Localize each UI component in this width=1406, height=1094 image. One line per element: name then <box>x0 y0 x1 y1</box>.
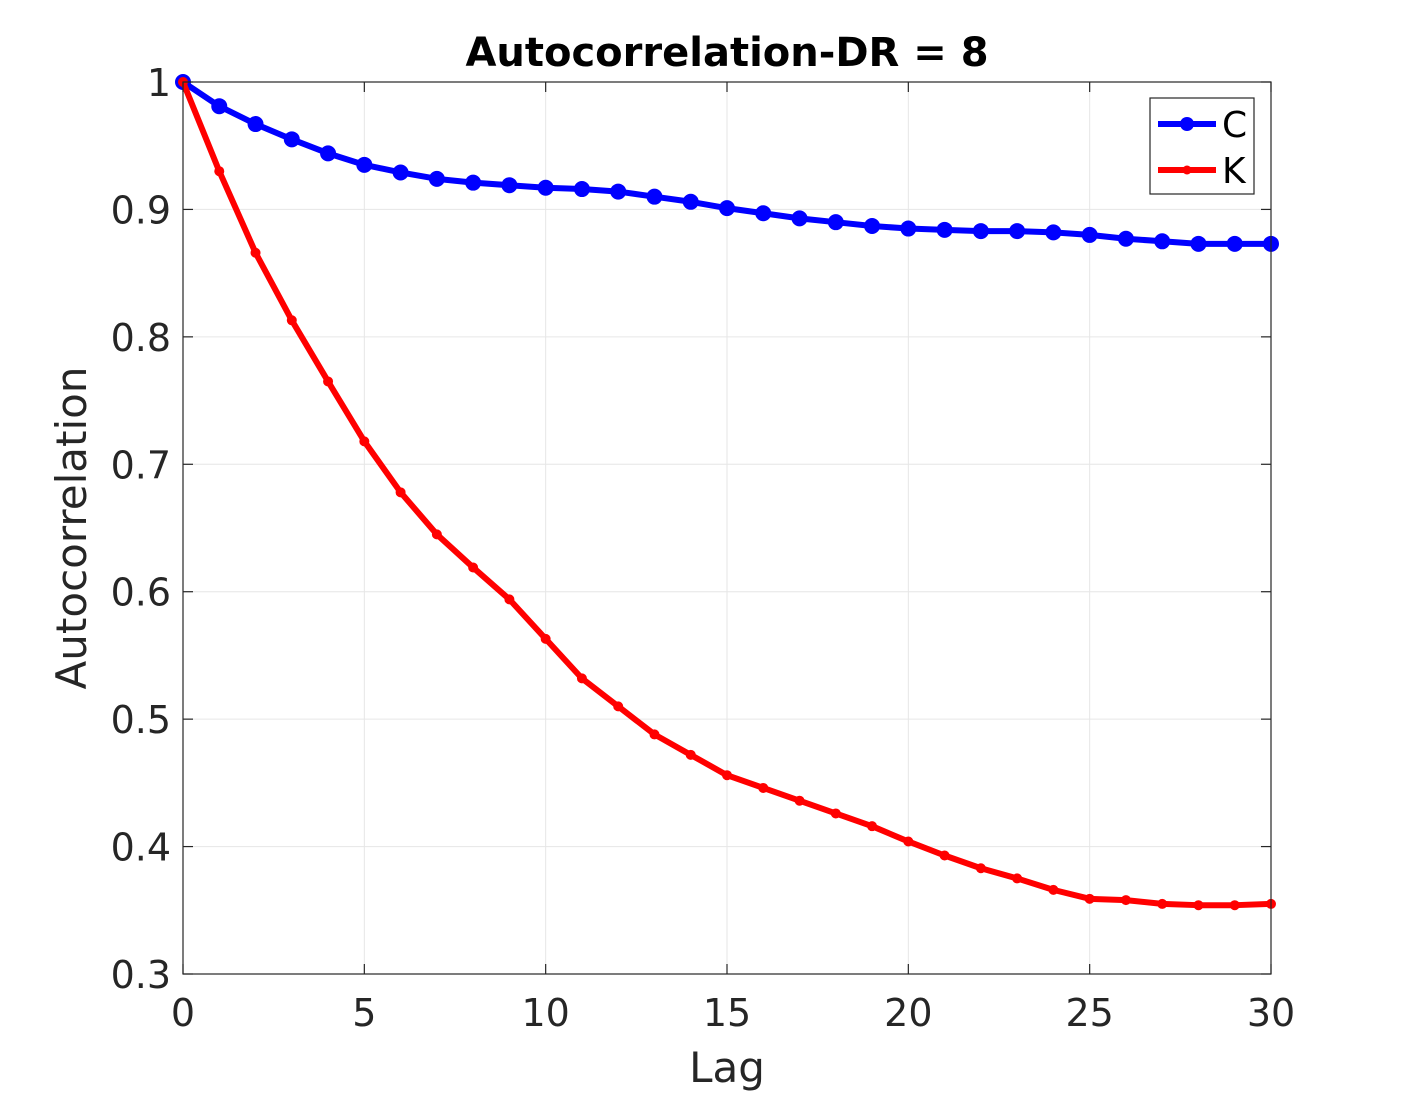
data-point <box>540 633 551 644</box>
series-layer <box>175 74 1279 911</box>
data-point <box>537 179 554 196</box>
x-tick-label: 0 <box>171 991 195 1035</box>
data-point <box>576 673 587 684</box>
legend-box <box>1149 97 1255 195</box>
data-point <box>1226 235 1243 252</box>
data-point <box>827 214 844 231</box>
data-point <box>864 217 881 234</box>
data-point <box>1120 895 1131 906</box>
data-point <box>247 116 264 133</box>
x-tick-label: 20 <box>884 991 932 1035</box>
y-tick-label: 1 <box>147 61 171 105</box>
data-point <box>900 220 917 237</box>
data-point <box>719 200 735 217</box>
data-point <box>794 795 805 806</box>
data-point <box>682 193 699 210</box>
data-point <box>1012 873 1023 884</box>
data-point <box>359 436 370 447</box>
data-point <box>468 562 479 573</box>
data-point <box>1190 235 1207 252</box>
y-axis-label: Autocorrelation <box>47 367 96 690</box>
y-tick-label: 0.3 <box>111 953 171 997</box>
data-point <box>755 205 772 222</box>
axis-ticks: 0 5 10 15 20 25 30 0.3 0.4 0.5 0.6 0.7 0.8 0.9 1 <box>111 61 1296 1035</box>
legend-item-K: K <box>1158 151 1247 192</box>
data-point <box>791 210 808 227</box>
data-point <box>758 782 769 793</box>
y-tick-label: 0.7 <box>111 443 171 487</box>
data-point <box>573 181 590 198</box>
data-point <box>1045 224 1062 241</box>
series-K <box>178 77 1276 911</box>
legend-label: C <box>1222 105 1247 146</box>
data-point <box>1081 226 1098 243</box>
data-point <box>972 223 989 240</box>
x-tick-label: 30 <box>1247 991 1295 1035</box>
data-point <box>1154 233 1171 250</box>
data-point <box>722 770 732 781</box>
data-point <box>613 701 624 712</box>
data-point <box>649 729 660 740</box>
data-point <box>431 529 442 540</box>
chart-title: Autocorrelation-DR = 8 <box>465 30 988 76</box>
data-point <box>214 166 225 177</box>
data-point <box>1048 884 1059 895</box>
y-tick-label: 0.9 <box>111 188 171 232</box>
data-point <box>1193 900 1204 911</box>
data-point <box>867 821 878 832</box>
data-point <box>646 188 663 205</box>
y-tick-label: 0.8 <box>111 316 171 360</box>
data-point <box>320 145 337 162</box>
data-point <box>830 808 841 819</box>
legend: CK <box>1149 97 1255 195</box>
data-point <box>250 247 261 258</box>
data-point <box>610 183 627 200</box>
data-point <box>1229 900 1240 911</box>
x-tick-label: 5 <box>352 991 376 1035</box>
x-tick-label: 25 <box>1065 991 1113 1035</box>
data-point <box>939 850 950 861</box>
y-tick-label: 0.4 <box>111 826 171 870</box>
data-point <box>211 98 228 115</box>
data-point <box>428 170 445 187</box>
data-point <box>286 315 297 326</box>
data-point <box>465 174 482 191</box>
data-point <box>936 221 953 238</box>
data-point <box>903 836 914 847</box>
data-point <box>1117 230 1134 247</box>
legend-swatch-marker <box>1182 165 1192 175</box>
data-point <box>356 156 373 173</box>
legend-item-C: C <box>1158 105 1247 146</box>
legend-label: K <box>1222 151 1247 192</box>
x-axis-label: Lag <box>689 1043 765 1092</box>
data-point <box>1157 898 1168 909</box>
data-point <box>504 594 515 605</box>
data-point <box>283 131 300 148</box>
y-tick-label: 0.5 <box>111 698 171 742</box>
x-tick-label: 10 <box>521 991 569 1035</box>
data-point <box>975 863 986 874</box>
data-point <box>392 164 409 181</box>
data-point <box>685 749 696 760</box>
legend-swatch-marker <box>1180 117 1194 131</box>
x-tick-label: 15 <box>703 991 751 1035</box>
data-point <box>395 487 406 498</box>
data-point <box>1009 223 1026 240</box>
data-point <box>501 177 518 194</box>
data-point <box>1084 893 1095 904</box>
data-point <box>323 376 334 387</box>
y-tick-label: 0.6 <box>111 571 171 615</box>
